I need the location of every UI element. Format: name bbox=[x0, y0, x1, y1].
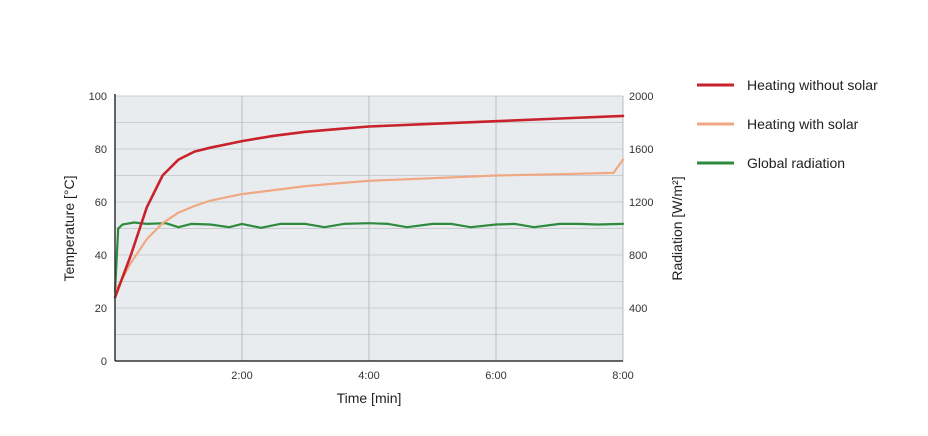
x-tick-label: 8:00 bbox=[612, 370, 633, 382]
y2-axis-label: Radiation [W/m²] bbox=[669, 176, 685, 280]
y-axis-label: Temperature [°C] bbox=[61, 176, 77, 282]
y2-tick-label: 800 bbox=[629, 250, 647, 262]
y-tick-label: 60 bbox=[95, 197, 107, 209]
series-line-global-radiation bbox=[113, 221, 625, 294]
axes bbox=[114, 94, 623, 362]
legend-label: Heating with solar bbox=[747, 116, 859, 132]
series-line-heating-with-solar bbox=[113, 158, 625, 294]
x-tick-label: 4:00 bbox=[358, 370, 379, 382]
y2-tick-label: 2000 bbox=[629, 91, 653, 103]
legend: Heating without solar Heating with solar G… bbox=[697, 77, 878, 171]
y2-tick-label: 400 bbox=[629, 303, 647, 315]
legend-label: Heating without solar bbox=[747, 77, 878, 93]
legend-label: Global radiation bbox=[747, 155, 845, 171]
x-tick-label: 6:00 bbox=[485, 370, 506, 382]
series-lines bbox=[113, 114, 625, 299]
x-tick-label: 2:00 bbox=[231, 370, 252, 382]
y-tick-label: 100 bbox=[89, 91, 107, 103]
y2-tick-label: 1200 bbox=[629, 197, 653, 209]
y-tick-label: 20 bbox=[95, 303, 107, 315]
tick-labels: 0 20 40 60 80 100 400 800 1200 1600 2000 2:00 4:00 6:… bbox=[89, 91, 654, 382]
x-axis-label: Time [min] bbox=[337, 390, 402, 406]
y-tick-label: 40 bbox=[95, 250, 107, 262]
series-line-heating-without-solar bbox=[113, 114, 625, 299]
y-tick-label: 0 bbox=[101, 356, 107, 368]
y2-tick-label: 1600 bbox=[629, 144, 653, 156]
y-tick-label: 80 bbox=[95, 144, 107, 156]
